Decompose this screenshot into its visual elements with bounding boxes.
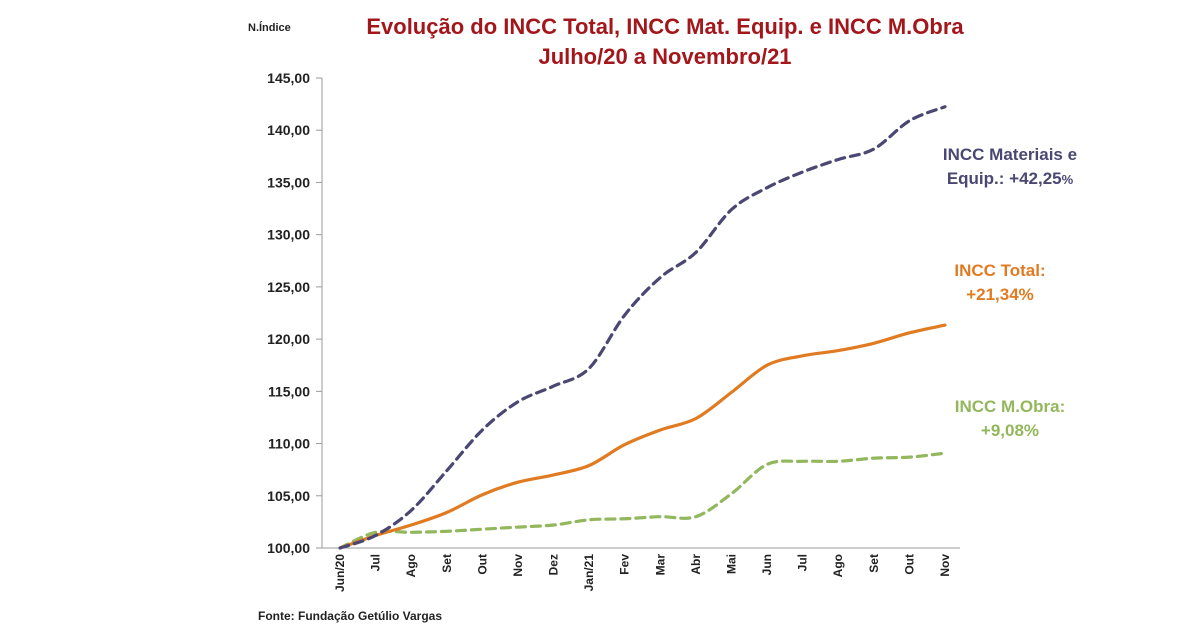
y-tick-label: 100,00	[267, 540, 310, 556]
x-tick-label: Out	[475, 554, 489, 575]
x-tick-label: Ago	[404, 554, 418, 577]
x-tick-label: Abr	[689, 554, 703, 575]
x-tick-label: Mar	[653, 554, 667, 576]
x-tick-label: Jul	[369, 554, 383, 571]
annotation-mobra-line1: INCC M.Obra:	[955, 397, 1066, 416]
y-tick-label: 105,00	[267, 488, 310, 504]
x-tick-label: Jun	[760, 554, 774, 575]
y-tick-label: 125,00	[267, 279, 310, 295]
y-tick-label: 115,00	[268, 383, 310, 399]
axes: 100,00 105,00 110,00 115,00 120,00 125,00 130,…	[267, 70, 960, 592]
annotations: INCC Materiais e Equip.: +42,25% INCC Tota…	[943, 145, 1077, 440]
x-tick-label: Jul	[796, 554, 810, 571]
x-tick-label: Ago	[831, 554, 845, 577]
annotation-mobra-line2: +9,08%	[981, 421, 1039, 440]
x-tick-label: Set	[867, 554, 881, 573]
x-tick-label: Fev	[618, 554, 632, 575]
x-tick-label: Mai	[724, 554, 738, 574]
x-tick-label: Jan/21	[582, 554, 596, 592]
series-layer	[338, 105, 947, 550]
y-tick-label: 130,00	[267, 227, 310, 243]
y-tick-label: 140,00	[267, 122, 310, 138]
source-note: Fonte: Fundação Getúlio Vargas	[258, 609, 442, 623]
x-tick-label: Out	[902, 554, 916, 575]
y-axis-label: N.Índice	[248, 21, 291, 34]
chart-title: Evolução do INCC Total, INCC Mat. Equip.…	[366, 14, 964, 39]
series-line-mobra	[338, 451, 947, 550]
y-tick-label: 145,00	[267, 70, 310, 86]
x-tick-label: Jun/20	[333, 554, 347, 592]
x-tick-label: Set	[440, 554, 454, 573]
x-tick-label: Nov	[511, 554, 525, 577]
annotation-total-line1: INCC Total:	[954, 261, 1045, 280]
annotation-total-line2: +21,34%	[966, 285, 1034, 304]
x-tick-label: Dez	[547, 554, 561, 575]
y-tick-label: 135,00	[267, 174, 310, 190]
series-line-total	[338, 323, 947, 550]
y-tick-label: 120,00	[267, 331, 310, 347]
series-line-mat	[338, 105, 947, 550]
annotation-mat-line1: INCC Materiais e	[943, 145, 1077, 164]
y-tick-label: 110,00	[268, 436, 310, 452]
x-tick-label: Nov	[938, 554, 952, 577]
chart-subtitle: Julho/20 a Novembro/21	[538, 44, 791, 69]
annotation-mat-line2: Equip.: +42,25%	[947, 169, 1074, 188]
